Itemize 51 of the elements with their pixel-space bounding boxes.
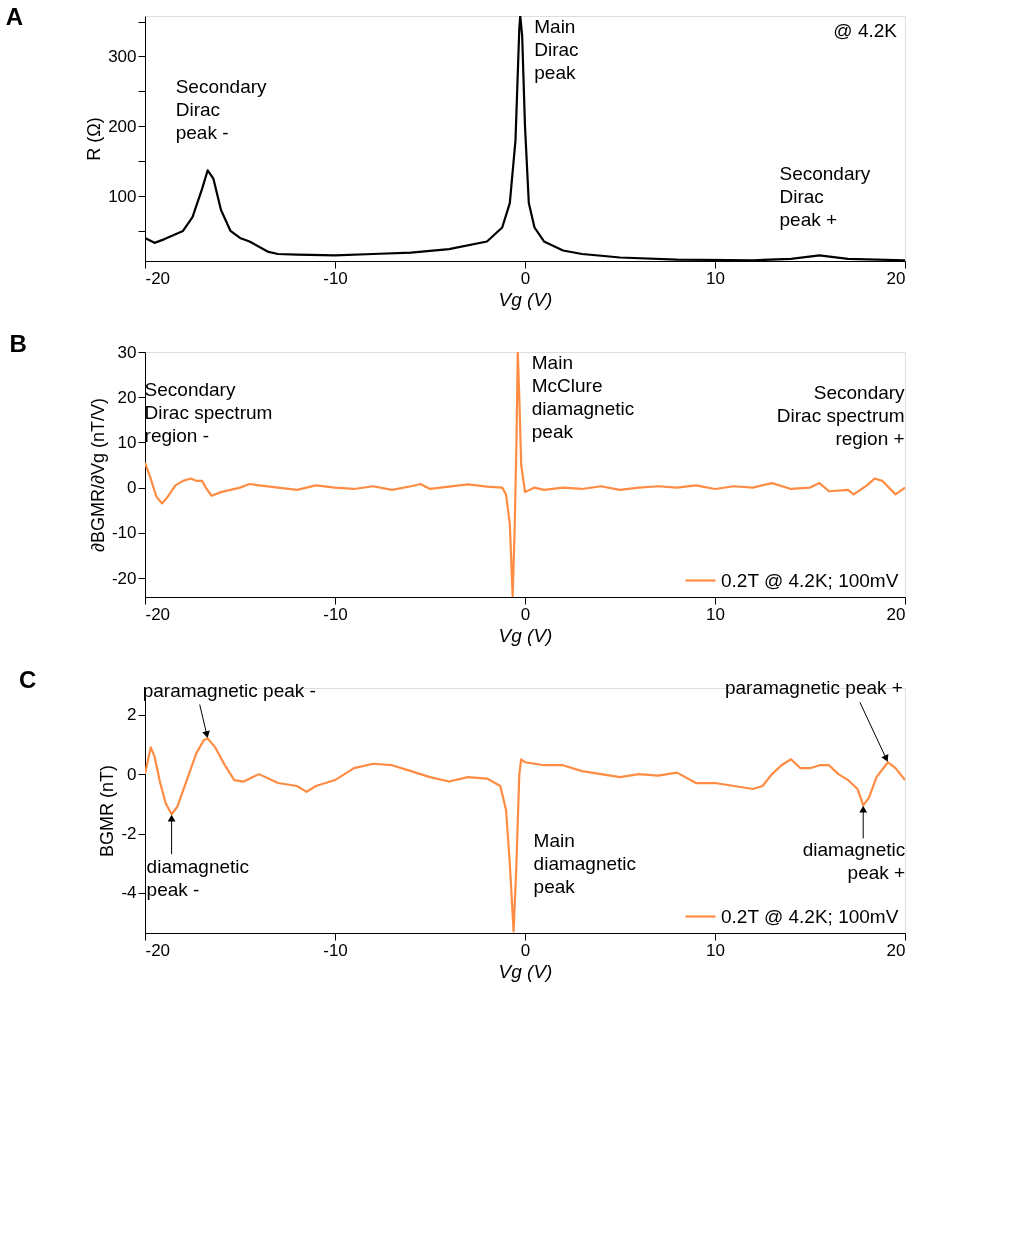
y-tick-label: 300 [108,46,137,66]
x-tick-label: 10 [706,604,725,624]
x-tick-label: 20 [886,268,906,288]
x-tick-label: 0 [520,604,531,624]
legend-label: 0.2T @ 4.2K; 100mV [721,905,899,927]
annotation: Secondary Dirac peak - [175,76,268,144]
chart-title: A [5,3,23,30]
y-axis-title: R (Ω) [84,117,105,161]
x-tick-label: -10 [323,268,348,288]
x-tick-label: -20 [145,940,171,960]
x-tick-label: 10 [706,268,725,288]
x-tick-label: -20 [145,604,171,624]
annotation: Secondary Dirac spectrum region + [776,381,906,449]
y-tick-label: -4 [121,883,137,903]
y-tick-label: -20 [111,568,137,588]
y-tick-label: 100 [108,186,137,206]
annotation: Main Dirac peak [534,16,579,83]
annotation: Secondary Dirac spectrum region - [144,378,273,446]
x-tick-label: 20 [886,940,906,960]
y-axis-title: BGMR (nT) [97,765,118,857]
annotation: Main McClure diamagnetic peak [531,352,635,442]
chart-title: C [18,666,37,694]
annotation: @ 4.2K [833,20,898,41]
x-axis-title: Vg (V) [498,288,553,310]
x-tick-label: 0 [520,268,531,288]
y-tick-label: 200 [108,116,137,136]
x-tick-label: 20 [886,604,906,624]
x-tick-label: 0 [520,940,531,960]
annotation: Secondary Dirac peak + [779,163,871,231]
x-tick-label: -10 [323,940,348,960]
y-tick-label: -10 [111,523,137,543]
annotation: paramagnetic peak + [724,677,903,699]
annotation: diamagnetic peak - [146,856,250,901]
y-tick-label: 2 [127,705,137,725]
x-tick-label: 10 [706,940,725,960]
annotation: Main diamagnetic peak [533,829,637,897]
annotation: paramagnetic peak - [142,680,316,702]
y-tick-label: 0 [127,478,137,498]
x-axis-title: Vg (V) [498,960,553,982]
x-tick-label: -20 [145,268,171,288]
chart-title: B [9,330,27,357]
y-tick-label: 10 [117,432,137,452]
x-tick-label: -10 [323,604,348,624]
x-axis-title: Vg (V) [498,624,553,646]
y-tick-label: 0 [127,764,137,784]
y-tick-label: 20 [117,387,137,407]
legend-label: 0.2T @ 4.2K; 100mV [721,569,899,591]
y-tick-label: -2 [121,824,137,844]
y-axis-title: ∂BGMR/∂Vg (nT/V) [87,398,108,552]
annotation: diamagnetic peak + [802,839,906,884]
y-tick-label: 30 [117,342,137,362]
